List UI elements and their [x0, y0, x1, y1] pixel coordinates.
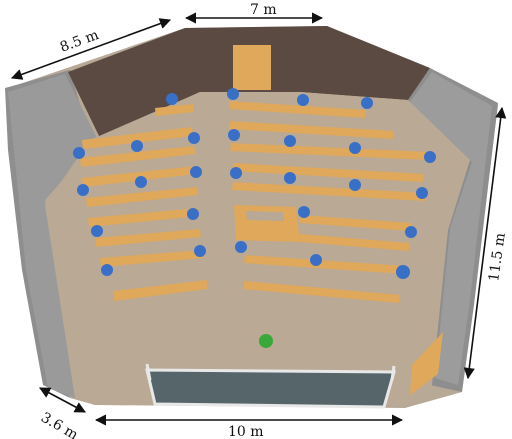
seat-22 [405, 226, 417, 238]
desk-row-right-6 [299, 215, 412, 231]
right-length-label: 11.5 m [486, 232, 509, 283]
bottom-left-depth-label: 3.6 m [38, 410, 81, 439]
lectern [233, 45, 271, 90]
desk-row-right-4 [232, 163, 424, 182]
desk-row-right-1 [229, 101, 366, 118]
desk-row-right-7 [299, 234, 410, 251]
desk-row-left-3 [80, 146, 195, 167]
top-width-label: 7 m [250, 2, 277, 18]
seat-16 [284, 172, 296, 184]
seat-9 [284, 135, 296, 147]
seat-1 [166, 93, 178, 105]
seat-10 [349, 142, 361, 154]
desk-row-left-8 [100, 250, 203, 267]
seats [73, 88, 436, 279]
seat-21 [298, 206, 310, 218]
left-depth-label: 8.5 m [58, 27, 101, 56]
seat-17 [349, 179, 361, 191]
desk-row-left-6 [88, 208, 199, 227]
seat-6 [131, 140, 143, 152]
desk-row-left-7 [95, 229, 201, 247]
desk-row-right-9 [243, 281, 400, 303]
seat-27 [396, 265, 410, 279]
seat-12 [77, 184, 89, 196]
seat-19 [91, 225, 103, 237]
seat-3 [297, 94, 309, 106]
left-depth-arrow [10, 18, 172, 80]
seat-15 [230, 167, 242, 179]
desk-row-left-9 [113, 280, 207, 301]
seat-7 [188, 132, 200, 144]
seat-23 [101, 264, 113, 276]
desk-row-right-3 [230, 143, 430, 160]
seat-18 [416, 187, 428, 199]
projection-screen [145, 363, 396, 409]
seat-5 [73, 147, 85, 159]
seat-8 [228, 129, 240, 141]
desk-row-left-1 [155, 104, 194, 116]
seat-26 [310, 254, 322, 266]
desk-row-left-5 [86, 187, 198, 207]
desk-row-right-2 [229, 121, 394, 139]
speaker-dot [259, 334, 273, 348]
right-length-arrow [463, 106, 507, 380]
seat-13 [135, 176, 147, 188]
center-desk-block [234, 205, 300, 242]
dimension-arrows [10, 12, 507, 426]
bottom-width-label: 10 m [228, 424, 264, 439]
bottom-left-depth-arrow [39, 387, 86, 413]
seat-4 [361, 97, 373, 109]
seat-11 [424, 151, 436, 163]
seat-24 [194, 245, 206, 257]
seat-2 [227, 88, 239, 100]
floor-front [45, 92, 470, 405]
desk-row-right-5 [232, 182, 426, 201]
door [410, 332, 443, 395]
desk-row-right-8 [244, 255, 405, 274]
seat-14 [190, 166, 202, 178]
seat-25 [235, 241, 247, 253]
seat-20 [187, 208, 199, 220]
desk-row-left-2 [82, 127, 193, 149]
